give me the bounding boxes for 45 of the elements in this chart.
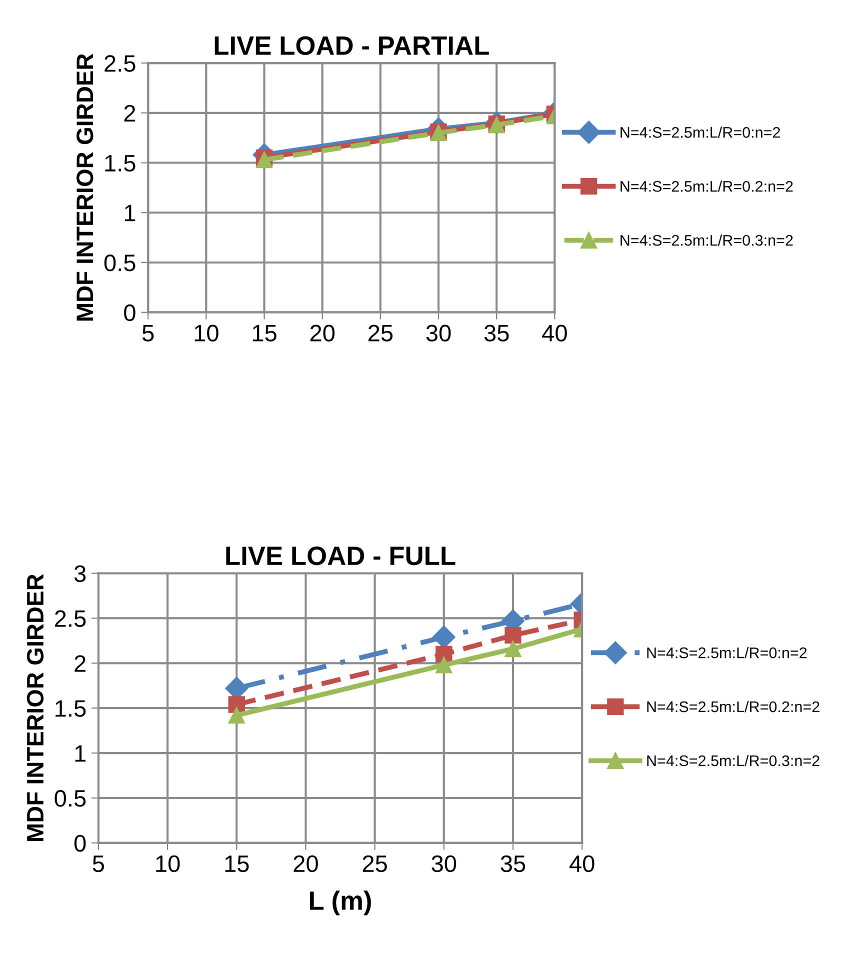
legend-label: N=4:S=2.5m:L/R=0.3:n=2	[647, 754, 820, 766]
legend-label: N=4:S=2.5m:L/R=0:n=2	[620, 126, 780, 138]
legend-label: N=4:S=2.5m:L/R=0:n=2	[647, 647, 807, 658]
y-tick-label: 0.5	[104, 254, 136, 272]
y-tick-label: 2.5	[104, 55, 136, 72]
y-tick-label: 2.5	[55, 610, 86, 627]
x-tick-label: 15	[252, 325, 276, 342]
point	[228, 706, 245, 724]
chart-title: LIVE LOAD - PARTIAL	[214, 36, 489, 55]
x-tick-label: 40	[569, 855, 594, 872]
y-tick-label: 3	[74, 565, 86, 582]
y-tick-label: 2	[124, 104, 136, 122]
x-tick-label: 10	[194, 324, 218, 342]
point	[504, 626, 522, 644]
x-tick-label: 35	[500, 855, 526, 872]
x-tick-label: 10	[156, 855, 180, 872]
legend-label: N=4:S=2.5m:L/R=0.3:n=2	[620, 234, 793, 246]
y-tick-label: 1.5	[56, 700, 86, 717]
y-tick-label: 0	[124, 304, 136, 322]
x-tick-label: 40	[542, 324, 567, 342]
y-tick-label: 1	[124, 204, 136, 222]
point	[504, 640, 522, 658]
point	[228, 696, 245, 713]
x-tick-label: 5	[92, 856, 104, 872]
x-tick-label: 30	[426, 324, 451, 342]
y-axis-title: MDF INTERIOR GIRDER	[26, 574, 44, 841]
x-tick-label: 20	[294, 855, 318, 872]
y-tick-label: 1	[75, 745, 86, 762]
point	[436, 656, 452, 674]
x-tick-label: 25	[362, 855, 387, 872]
x-tick-label: 5	[142, 325, 154, 342]
legend-label: N=4:S=2.5m:L/R=0.2:n=2	[647, 700, 820, 712]
x-tick-label: 20	[310, 324, 335, 342]
chart-title: LIVE LOAD - FULL	[226, 546, 456, 566]
y-axis-title: MDF INTERIOR GIRDER	[76, 54, 94, 321]
y-tick-label: 1.5	[105, 155, 136, 172]
x-tick-label: 25	[368, 324, 393, 342]
x-tick-label: 30	[432, 855, 456, 872]
legend-label: N=4:S=2.5m:L/R=0.2:n=2	[620, 180, 793, 192]
x-tick-label: 15	[225, 856, 249, 872]
y-tick-label: 0.5	[54, 790, 86, 807]
y-tick-label: 2	[74, 655, 86, 672]
x-tick-label: 35	[484, 324, 509, 342]
y-tick-label: 0	[74, 835, 86, 852]
x-axis-title: L (m)	[310, 890, 371, 916]
